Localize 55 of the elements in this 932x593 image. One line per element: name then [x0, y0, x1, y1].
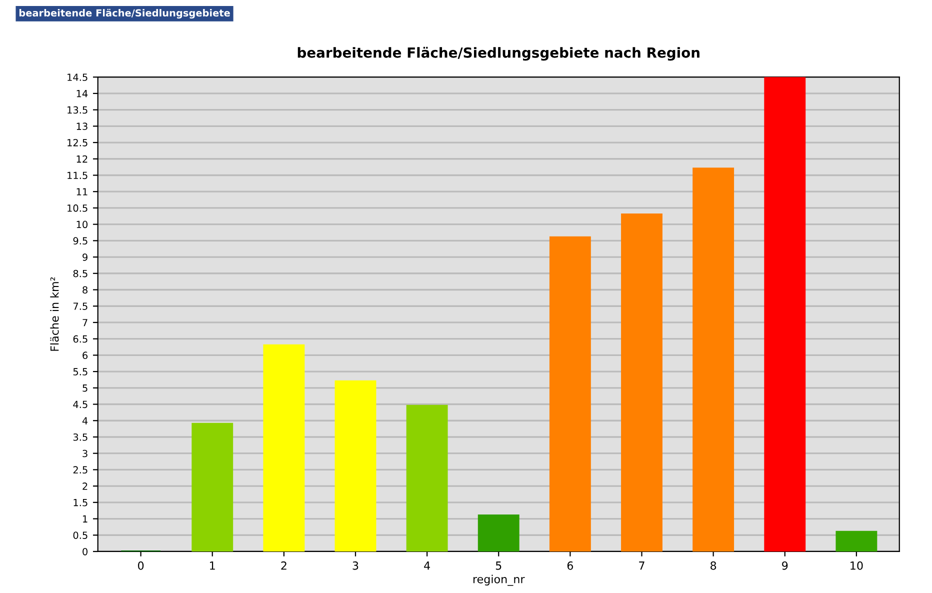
- y-tick-label: 9.5: [73, 237, 88, 245]
- y-tick-label: 12.5: [68, 139, 88, 146]
- bar: [621, 213, 662, 552]
- y-tick-label: 5: [82, 384, 88, 392]
- y-tick-label: 4.5: [73, 400, 88, 408]
- x-tick-label: 6: [567, 561, 574, 570]
- y-tick-label: 8.5: [73, 270, 88, 278]
- bar: [836, 530, 878, 552]
- x-tick-label: 1: [210, 562, 215, 570]
- bar: [263, 344, 305, 552]
- y-tick-label: 0: [82, 548, 88, 556]
- y-tick-label: 11: [76, 188, 88, 196]
- y-tick-label: 9: [82, 254, 88, 261]
- y-tick-label: 14.5: [68, 74, 88, 81]
- x-tick-label: 7: [639, 562, 644, 570]
- y-tick-label: 10.5: [68, 204, 88, 212]
- bar: [334, 380, 376, 552]
- y-tick-label: 7: [82, 319, 88, 326]
- y-tick-label: 13.5: [68, 106, 88, 114]
- y-tick-label: 7.5: [73, 302, 88, 310]
- y-tick-label: 3: [82, 450, 88, 458]
- y-tick-label: 8: [82, 286, 88, 294]
- y-tick-label: 6.5: [73, 335, 88, 343]
- y-tick-label: 2: [82, 482, 88, 490]
- x-tick-label: 10: [850, 561, 863, 570]
- y-tick-label: 0.5: [73, 532, 88, 539]
- y-tick-label: 3.5: [73, 433, 88, 441]
- x-tick-label: 2: [281, 561, 286, 570]
- chart-title: bearbeitende Fläche/Siedlungsgebiete nach Region: [298, 46, 700, 61]
- x-tick-label: 5: [496, 562, 502, 570]
- y-tick-label: 12: [76, 155, 88, 163]
- y-tick-label: 11.5: [68, 172, 88, 180]
- y-tick-label: 10: [76, 220, 88, 228]
- bar: [478, 514, 520, 552]
- y-tick-label: 13: [76, 122, 88, 130]
- y-tick-label: 14: [76, 90, 88, 98]
- y-tick-label: 2.5: [73, 466, 88, 474]
- y-tick-label: 4: [82, 417, 88, 424]
- bar: [406, 404, 448, 552]
- y-tick-label: 1.5: [74, 499, 88, 506]
- bar: [692, 168, 734, 552]
- bar: [764, 77, 806, 552]
- x-tick-label: 9: [782, 561, 788, 570]
- y-tick-label: 1: [83, 515, 88, 522]
- x-tick-label: 4: [424, 562, 430, 570]
- x-axis-title: region_nr: [473, 574, 525, 586]
- y-tick-label: 5.5: [73, 368, 88, 376]
- x-tick-label: 8: [710, 561, 716, 570]
- x-tick-label: 3: [352, 561, 358, 570]
- text: bearbeitende Fläche/Siedlungsgebiete: [19, 8, 230, 19]
- bar: [192, 422, 234, 552]
- x-tick-label: 0: [138, 561, 144, 570]
- y-axis-title: Fläche in km²: [50, 277, 59, 351]
- bar: [549, 236, 591, 552]
- y-tick-label: 6: [82, 352, 88, 360]
